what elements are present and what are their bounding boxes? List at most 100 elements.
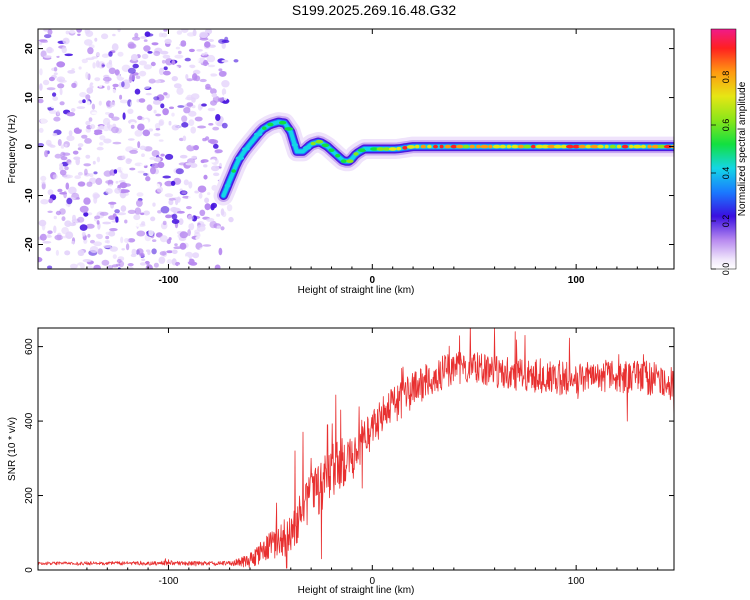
noise-blob xyxy=(102,76,112,82)
noise-blob xyxy=(79,205,89,213)
noise-blob xyxy=(153,262,159,268)
noise-blob xyxy=(127,238,136,243)
noise-blob xyxy=(163,29,168,32)
noise-blob xyxy=(204,203,211,211)
noise-blob xyxy=(91,111,98,115)
noise-blob xyxy=(218,38,226,44)
noise-blob xyxy=(115,263,121,267)
noise-blob xyxy=(56,61,66,68)
ridge-peak xyxy=(530,144,536,149)
y-tick-label: 10 xyxy=(24,92,35,104)
noise-blob xyxy=(85,94,91,100)
noise-blob xyxy=(209,151,216,156)
noise-blob xyxy=(137,170,145,174)
noise-blob xyxy=(77,171,83,176)
ridge-peak xyxy=(376,147,385,151)
noise-blob xyxy=(143,210,151,216)
ridge-peak xyxy=(640,144,647,149)
noise-blob xyxy=(216,213,221,217)
noise-blob xyxy=(122,112,126,120)
ridge-peak xyxy=(242,147,250,151)
noise-blob xyxy=(216,225,221,229)
ridge-peak xyxy=(517,144,525,149)
noise-blob xyxy=(79,87,84,90)
noise-blob xyxy=(141,221,146,226)
noise-blob xyxy=(204,41,211,48)
noise-blob xyxy=(38,98,44,104)
noise-blob xyxy=(198,257,207,264)
noise-blob xyxy=(76,106,86,109)
noise-blob xyxy=(90,217,95,221)
noise-blob xyxy=(68,130,73,137)
x-tick-label: 0 xyxy=(370,275,376,286)
ridge-peak xyxy=(315,139,324,144)
noise-blob xyxy=(120,72,129,78)
noise-blob xyxy=(94,77,101,82)
noise-blob xyxy=(190,56,200,64)
y-tick-label: -10 xyxy=(24,188,35,203)
noise-blob xyxy=(187,242,195,249)
noise-blob xyxy=(185,162,193,166)
noise-blob xyxy=(143,118,149,126)
noise-blob xyxy=(185,74,189,80)
noise-blob xyxy=(179,154,188,159)
ridge-peak xyxy=(406,145,416,149)
noise-blob xyxy=(128,43,137,49)
spectrogram-y-axis-label: Frequency (Hz) xyxy=(7,115,18,184)
noise-blob xyxy=(127,158,133,163)
noise-blob xyxy=(213,93,217,97)
noise-blob xyxy=(134,129,143,137)
ridge-peak xyxy=(651,144,660,149)
noise-blob xyxy=(199,37,209,41)
noise-blob xyxy=(78,100,84,104)
snr-x-ticks: -100 0 100 xyxy=(86,328,659,587)
ridge-peak xyxy=(657,144,667,149)
noise-blob xyxy=(52,96,59,101)
noise-blob xyxy=(52,174,58,180)
noise-blob xyxy=(171,60,176,65)
noise-blob xyxy=(173,83,182,89)
noise-blob xyxy=(61,216,66,222)
ridge-peak xyxy=(310,141,316,146)
noise-blob xyxy=(154,79,161,84)
noise-blob xyxy=(191,155,198,159)
noise-blob xyxy=(164,38,172,45)
noise-blob xyxy=(87,47,94,55)
ridge-peak xyxy=(456,144,464,149)
noise-blob xyxy=(128,225,138,232)
noise-blob xyxy=(127,138,135,141)
noise-blob xyxy=(211,165,220,172)
ridge-peak xyxy=(566,144,574,149)
noise-blob xyxy=(57,139,62,146)
noise-blob xyxy=(57,188,63,193)
noise-blob xyxy=(84,138,92,144)
noise-blob xyxy=(90,239,95,244)
noise-blob xyxy=(165,153,174,160)
noise-blob xyxy=(199,31,209,38)
noise-blob xyxy=(108,51,113,57)
noise-blob xyxy=(40,199,49,205)
noise-blob xyxy=(122,168,130,174)
x-tick-label: 100 xyxy=(568,275,585,286)
noise-blob xyxy=(143,39,148,42)
noise-blob xyxy=(169,106,174,110)
ridge-peak xyxy=(590,144,599,149)
noise-blob xyxy=(129,167,136,171)
noise-blob xyxy=(128,266,134,269)
ridge-peak xyxy=(616,144,622,149)
noise-blob xyxy=(87,233,91,238)
noise-blob xyxy=(186,78,193,82)
noise-blob xyxy=(163,70,171,76)
noise-speckle xyxy=(38,29,239,269)
noise-blob xyxy=(86,265,94,269)
noise-blob xyxy=(139,163,148,167)
noise-blob xyxy=(205,86,212,91)
noise-blob xyxy=(221,80,230,88)
ridge-peak xyxy=(499,144,506,149)
ridge-peak xyxy=(415,144,420,149)
noise-blob xyxy=(53,116,61,122)
noise-blob xyxy=(181,122,189,128)
noise-blob xyxy=(38,109,46,113)
noise-blob xyxy=(111,116,120,121)
noise-blob xyxy=(99,135,106,141)
